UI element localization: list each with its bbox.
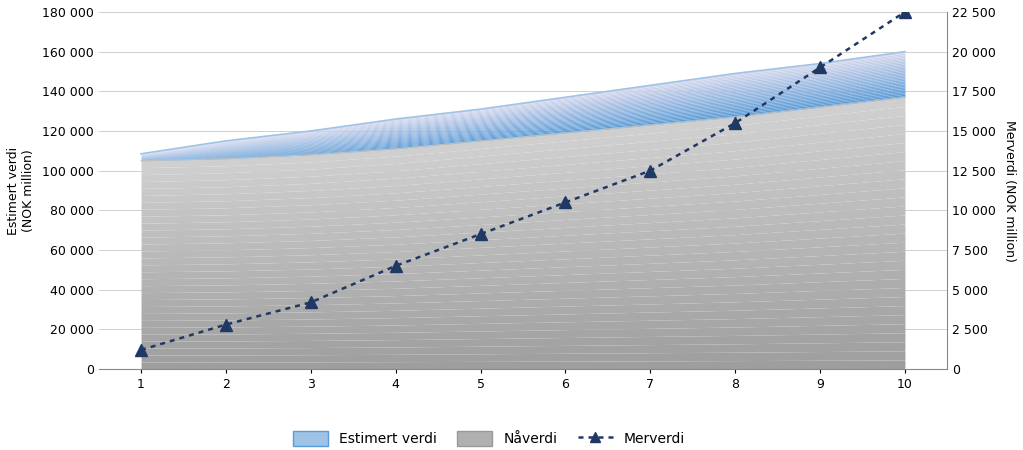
Legend: Estimert verdi, Nåverdi, Merverdi: Estimert verdi, Nåverdi, Merverdi [287, 426, 691, 450]
Y-axis label: Estimert verdi
(NOK million): Estimert verdi (NOK million) [7, 146, 35, 234]
Y-axis label: Merverdi (NOK million): Merverdi (NOK million) [1004, 120, 1016, 261]
